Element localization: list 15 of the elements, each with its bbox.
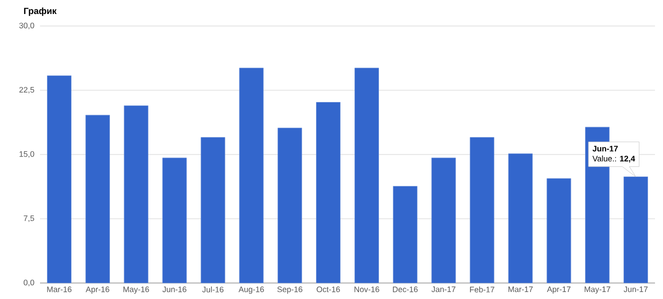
bar [85,114,110,284]
bar [162,158,187,284]
bar [392,186,418,284]
bar [239,68,264,284]
bar [316,102,340,284]
bar [546,178,572,284]
bar [431,158,456,284]
bar [470,137,494,284]
bar [354,68,379,284]
bar [278,128,302,284]
bar [200,137,226,284]
chart-title: График [24,8,57,16]
bar [47,75,72,284]
bar [124,105,148,284]
bar [508,153,533,284]
